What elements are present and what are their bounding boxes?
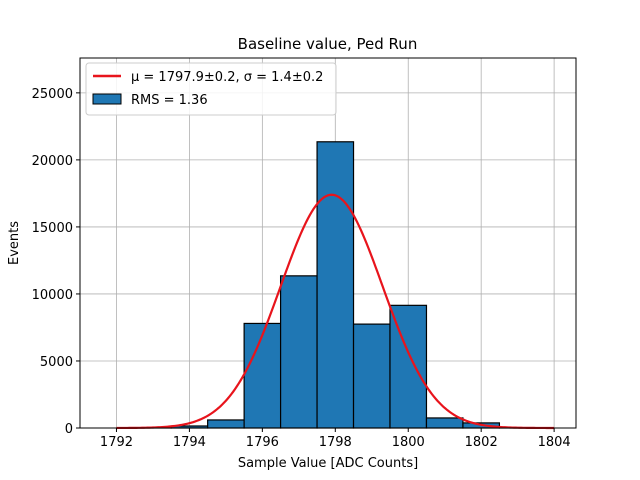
y-tick-label: 0 <box>65 422 73 437</box>
histogram-bar <box>316 141 355 429</box>
x-tick-label: 1798 <box>319 435 352 450</box>
y-axis-ticks: 0 5000 10000 15000 20000 25000 <box>32 87 80 437</box>
x-tick-label: 1796 <box>246 435 279 450</box>
x-tick-label: 1794 <box>173 435 206 450</box>
x-tick-label: 1802 <box>465 435 498 450</box>
histogram-bar <box>352 323 391 429</box>
y-tick-label: 5000 <box>40 355 73 370</box>
x-tick-label: 1800 <box>392 435 425 450</box>
fit-curve-group <box>116 193 555 430</box>
histogram-bar <box>243 322 282 429</box>
x-tick-label: 1804 <box>538 435 571 450</box>
chart-title: Baseline value, Ped Run <box>238 35 418 53</box>
legend-rms-swatch <box>92 93 122 105</box>
x-axis-ticks: 1792 1794 1796 1798 1800 1802 1804 <box>100 428 571 450</box>
y-axis-label: Events <box>7 221 22 265</box>
gaussian-fit-curve <box>116 193 555 430</box>
y-tick-label: 15000 <box>32 221 73 236</box>
histogram-bar <box>425 417 464 429</box>
legend-fit-label: μ = 1797.9±0.2, σ = 1.4±0.2 <box>131 70 323 85</box>
plot-frame <box>79 57 577 429</box>
y-tick-label: 10000 <box>32 288 73 303</box>
legend: μ = 1797.9±0.2, σ = 1.4±0.2 RMS = 1.36 <box>85 62 337 116</box>
histogram-bars <box>134 141 537 429</box>
y-tick-label: 25000 <box>32 87 73 102</box>
x-tick-label: 1792 <box>100 435 133 450</box>
x-axis-label: Sample Value [ADC Counts] <box>238 456 418 471</box>
histogram-bar <box>207 419 245 429</box>
y-tick-label: 20000 <box>32 154 73 169</box>
legend-rms-label: RMS = 1.36 <box>131 93 208 108</box>
histogram-bar <box>279 275 318 429</box>
legend-box <box>85 62 337 116</box>
